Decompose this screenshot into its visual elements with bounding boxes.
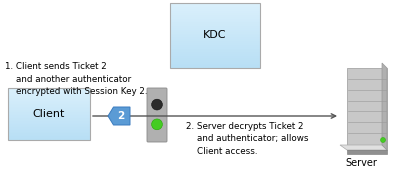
Text: Client: Client — [33, 109, 65, 119]
Polygon shape — [108, 107, 130, 125]
Text: KDC: KDC — [203, 30, 227, 41]
Bar — [170, 3, 260, 68]
Text: 1. Client sends Ticket 2
    and another authenticator
    encrypted with Sessio: 1. Client sends Ticket 2 and another aut… — [5, 62, 147, 96]
Circle shape — [381, 137, 385, 142]
Polygon shape — [347, 68, 387, 150]
Text: 2: 2 — [118, 111, 125, 121]
Polygon shape — [340, 145, 387, 150]
Bar — [8, 88, 90, 140]
Polygon shape — [382, 63, 387, 150]
Circle shape — [152, 119, 162, 130]
Text: 2. Server decrypts Ticket 2
    and authenticator; allows
    Client access.: 2. Server decrypts Ticket 2 and authenti… — [186, 122, 309, 156]
FancyBboxPatch shape — [147, 88, 167, 142]
Polygon shape — [347, 150, 387, 154]
Text: Server: Server — [345, 158, 377, 168]
Circle shape — [152, 99, 162, 110]
